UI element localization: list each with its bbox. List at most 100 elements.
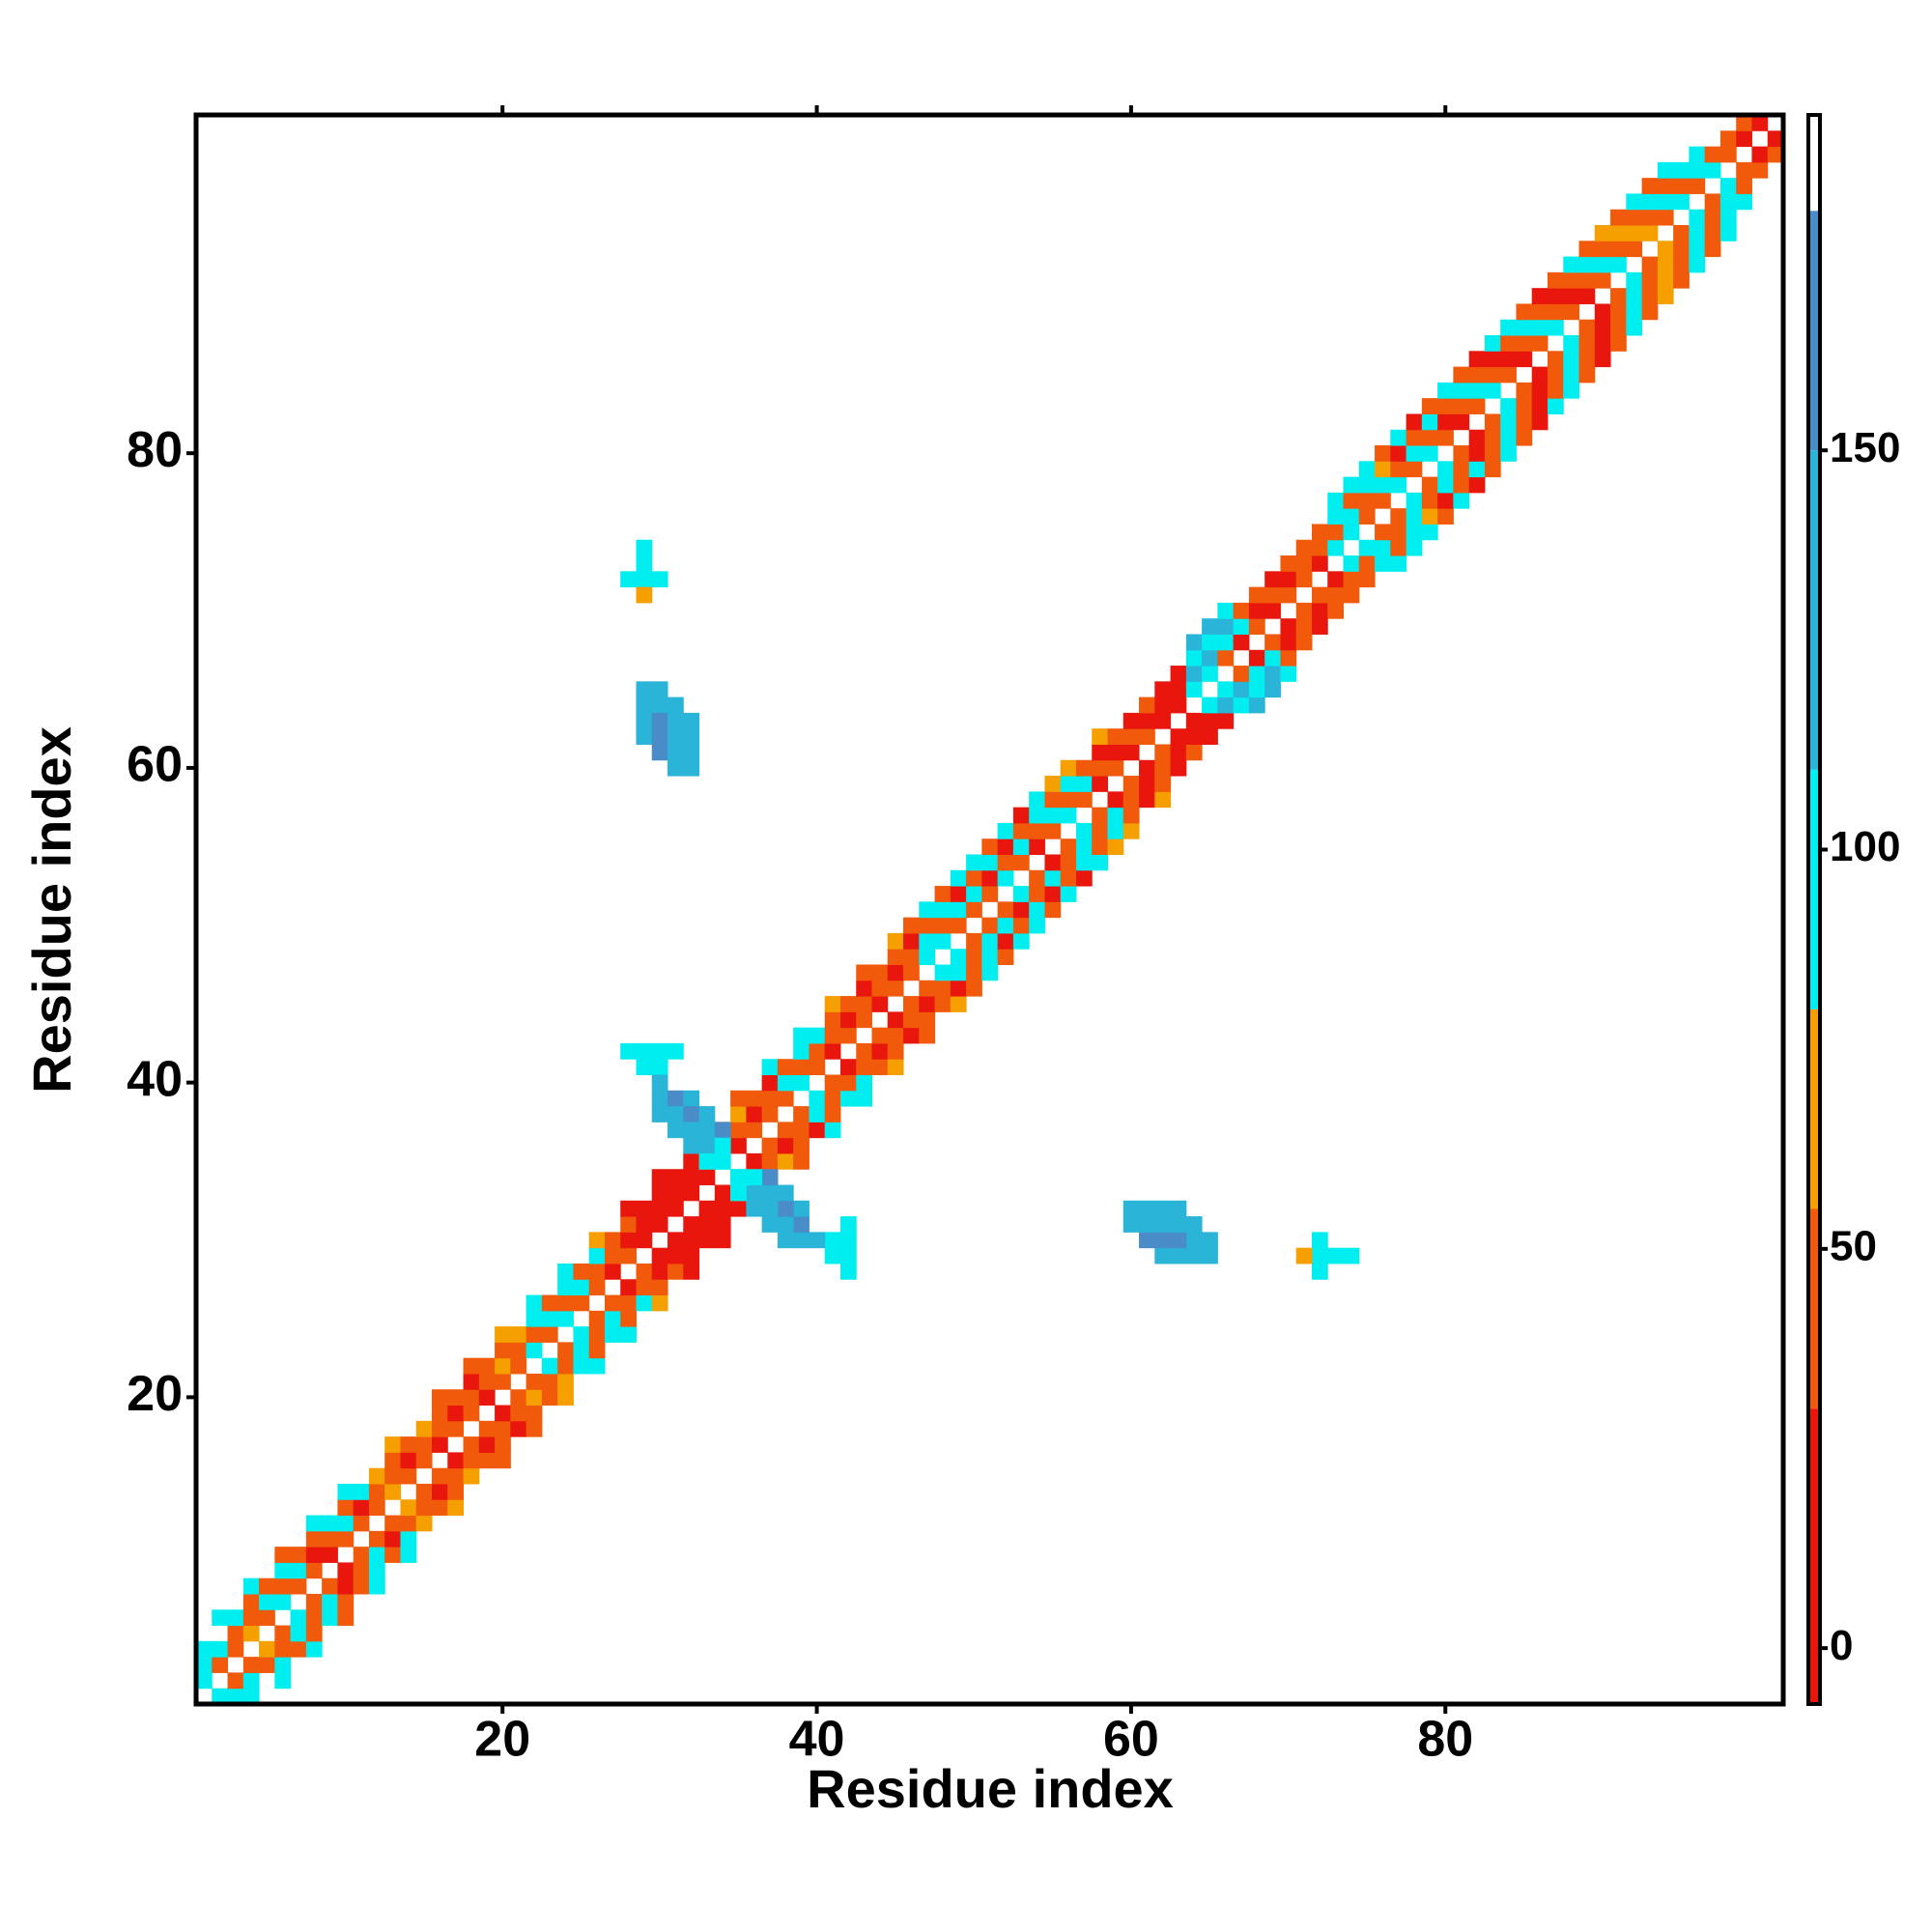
heatmap-cell	[1044, 791, 1062, 809]
heatmap-cell	[588, 1247, 606, 1264]
heatmap-cell	[573, 1326, 590, 1343]
heatmap-cell	[432, 1420, 448, 1437]
heatmap-cell	[620, 1247, 637, 1264]
heatmap-cell	[259, 1577, 275, 1595]
heatmap-cell	[777, 1059, 794, 1076]
heatmap-cell	[384, 1467, 401, 1485]
heatmap-cell	[1375, 492, 1391, 509]
heatmap-cell	[1060, 791, 1077, 809]
heatmap-cell	[934, 932, 952, 950]
heatmap-cell	[824, 1074, 841, 1092]
heatmap-cell	[447, 1483, 465, 1500]
heatmap-cell	[856, 996, 872, 1012]
heatmap-cell	[510, 1405, 527, 1422]
heatmap-cell	[478, 1389, 496, 1406]
heatmap-cell	[636, 1263, 653, 1280]
heatmap-cell	[1500, 319, 1517, 336]
heatmap-cell	[683, 1247, 700, 1264]
heatmap-cell	[651, 1184, 668, 1202]
heatmap-cell	[1327, 524, 1345, 541]
heatmap-cell	[1295, 555, 1313, 572]
colorbar-segment	[1808, 115, 1820, 212]
heatmap-cell	[1185, 666, 1203, 682]
heatmap-cell	[730, 1184, 747, 1202]
heatmap-cell	[463, 1452, 480, 1469]
colorbar-tick-label: 50	[1830, 1222, 1877, 1269]
heatmap-cell	[196, 1657, 213, 1673]
heatmap-cell	[526, 1389, 543, 1406]
heatmap-cell	[384, 1452, 401, 1469]
heatmap-cell	[1406, 539, 1423, 556]
heatmap-cell	[242, 1593, 260, 1610]
heatmap-cell	[1626, 319, 1643, 336]
heatmap-cell	[1170, 744, 1187, 761]
heatmap-cell	[1075, 838, 1093, 855]
heatmap-cell	[839, 1263, 857, 1280]
heatmap-cell	[447, 1452, 465, 1469]
heatmap-cell	[604, 1263, 621, 1280]
heatmap-cell	[400, 1436, 417, 1453]
heatmap-cell	[541, 1326, 558, 1343]
heatmap-cell	[730, 1122, 747, 1139]
heatmap-cell	[1594, 225, 1611, 242]
heatmap-cell	[432, 1405, 448, 1422]
heatmap-cell	[824, 1106, 841, 1122]
heatmap-cell	[620, 1216, 637, 1233]
heatmap-cell	[1531, 398, 1548, 414]
heatmap-cell	[761, 1169, 779, 1186]
heatmap-cell	[1107, 838, 1124, 855]
heatmap-cell	[668, 1169, 684, 1186]
heatmap-cell	[337, 1530, 355, 1548]
heatmap-cell	[1657, 241, 1674, 258]
colorbar-frame	[1806, 113, 1822, 1706]
heatmap-cell	[730, 1106, 747, 1122]
heatmap-cell	[384, 1530, 401, 1548]
heatmap-cell	[1390, 429, 1407, 446]
heatmap-cell	[1516, 351, 1533, 368]
heatmap-cell	[495, 1452, 511, 1469]
heatmap-cell	[651, 728, 668, 745]
heatmap-cell	[305, 1609, 323, 1627]
heatmap-cell	[1139, 696, 1155, 714]
heatmap-cell	[1421, 476, 1438, 494]
heatmap-cell	[1202, 618, 1218, 635]
heatmap-cell	[541, 1389, 558, 1406]
heatmap-cell	[1139, 1216, 1155, 1233]
heatmap-cell	[1202, 728, 1218, 745]
heatmap-cell	[698, 1152, 716, 1170]
heatmap-cell	[196, 1672, 213, 1690]
heatmap-cell	[730, 1169, 747, 1186]
heatmap-cell	[1311, 586, 1328, 604]
heatmap-cell	[824, 1122, 841, 1139]
heatmap-cell	[337, 1515, 355, 1532]
heatmap-cell	[777, 1074, 794, 1092]
heatmap-cell	[1390, 476, 1407, 494]
heatmap-cell	[839, 996, 857, 1012]
heatmap-cell	[526, 1326, 543, 1343]
heatmap-cell	[1122, 822, 1140, 839]
heatmap-cell	[636, 1216, 653, 1233]
heatmap-cell	[384, 1483, 401, 1500]
heatmap-cell	[1657, 256, 1674, 273]
heatmap-cell	[919, 1027, 936, 1044]
heatmap-cell	[1185, 728, 1203, 745]
heatmap-cell	[1736, 130, 1752, 148]
heatmap-cell	[809, 1059, 826, 1076]
heatmap-cell	[242, 1657, 260, 1673]
heatmap-cell	[1107, 807, 1124, 824]
heatmap-cell	[1736, 193, 1752, 211]
heatmap-cell	[242, 1577, 260, 1595]
heatmap-cell	[1484, 335, 1501, 352]
heatmap-cell	[1468, 429, 1486, 446]
heatmap-cell	[290, 1640, 307, 1658]
heatmap-cell	[1484, 445, 1501, 462]
heatmap-cell	[1044, 822, 1062, 839]
heatmap-cell	[997, 901, 1014, 919]
heatmap-cell	[1217, 681, 1235, 698]
heatmap-cell	[761, 1216, 779, 1233]
heatmap-cell	[526, 1342, 543, 1359]
heatmap-cell	[1170, 1247, 1187, 1264]
heatmap-cell	[668, 712, 684, 729]
heatmap-cell	[1280, 618, 1297, 635]
